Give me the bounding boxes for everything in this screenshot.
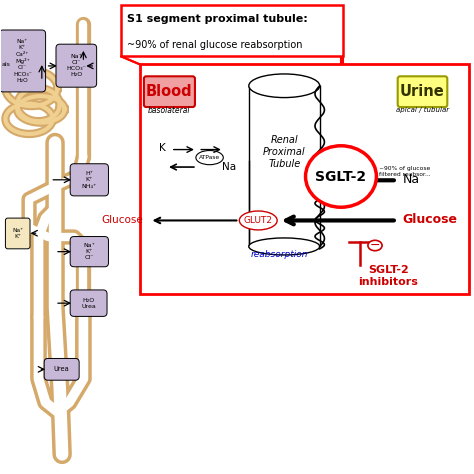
Text: SGLT-2
inhibitors: SGLT-2 inhibitors — [358, 265, 418, 287]
Text: SGLT-2: SGLT-2 — [315, 170, 366, 183]
Text: ~90% of glucose
filtered reabsor...: ~90% of glucose filtered reabsor... — [379, 166, 430, 177]
Text: Na: Na — [222, 162, 236, 172]
FancyBboxPatch shape — [5, 218, 30, 249]
Text: als: als — [1, 62, 10, 67]
Text: −: − — [370, 239, 380, 252]
Ellipse shape — [196, 151, 223, 164]
FancyBboxPatch shape — [70, 290, 107, 317]
Bar — [121, 5, 343, 56]
FancyBboxPatch shape — [144, 76, 195, 107]
FancyBboxPatch shape — [0, 30, 46, 92]
Text: ATPase: ATPase — [199, 155, 220, 160]
FancyBboxPatch shape — [44, 358, 79, 380]
FancyBboxPatch shape — [398, 76, 447, 107]
Ellipse shape — [239, 211, 277, 230]
Ellipse shape — [368, 240, 382, 251]
Ellipse shape — [306, 146, 376, 207]
Text: Glucose: Glucose — [101, 216, 144, 226]
Text: Na⁺
K⁺: Na⁺ K⁺ — [12, 228, 23, 238]
Text: Na: Na — [402, 173, 419, 186]
Text: basolateral: basolateral — [148, 106, 191, 115]
Text: Glucose: Glucose — [402, 213, 457, 226]
Ellipse shape — [249, 238, 319, 255]
Bar — [140, 64, 469, 294]
Text: H₂O
Urea: H₂O Urea — [81, 298, 96, 309]
FancyBboxPatch shape — [70, 237, 109, 267]
Text: S1 segment proximal tubule:: S1 segment proximal tubule: — [127, 14, 308, 24]
Text: Urine: Urine — [400, 84, 445, 100]
FancyBboxPatch shape — [56, 44, 97, 87]
Text: Na⁺
K⁺
Cl⁻: Na⁺ K⁺ Cl⁻ — [83, 243, 95, 260]
Text: ~90% of renal glucose reabsorption: ~90% of renal glucose reabsorption — [127, 40, 302, 50]
Ellipse shape — [249, 74, 319, 98]
Text: GLUT2: GLUT2 — [244, 216, 273, 225]
Text: Na⁺
K⁺
Ca²⁺
Mg²⁺
Cl⁻
HCO₃⁻
H₂O: Na⁺ K⁺ Ca²⁺ Mg²⁺ Cl⁻ HCO₃⁻ H₂O — [13, 39, 32, 82]
Text: apical / tubular: apical / tubular — [396, 107, 449, 113]
Text: H⁺
K⁺
NH₄⁺: H⁺ K⁺ NH₄⁺ — [82, 171, 97, 189]
Text: Urea: Urea — [54, 366, 70, 373]
FancyBboxPatch shape — [70, 164, 109, 196]
Text: reabsorption: reabsorption — [251, 250, 308, 259]
Text: Renal
Proximal
Tubule: Renal Proximal Tubule — [263, 136, 306, 169]
Text: K: K — [159, 143, 166, 153]
Text: Blood: Blood — [146, 84, 193, 100]
Text: Na⁺
Cl⁻
HCO₃⁻
H₂O: Na⁺ Cl⁻ HCO₃⁻ H₂O — [66, 54, 86, 77]
